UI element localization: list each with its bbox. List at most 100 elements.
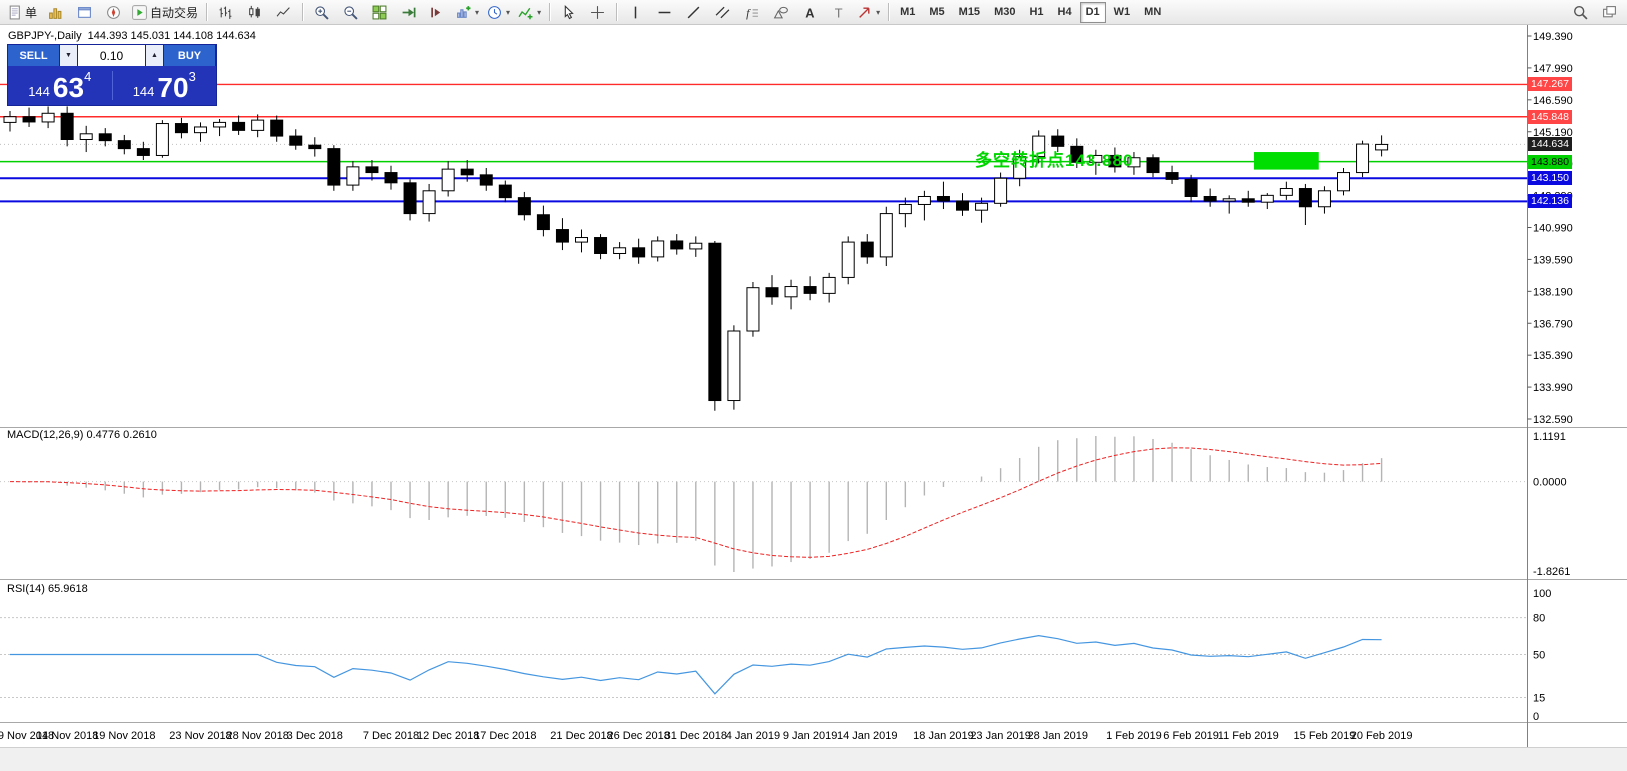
- trend-icon: [686, 5, 701, 20]
- timeframe-m15-button[interactable]: M15: [958, 6, 981, 18]
- svg-text:21 Dec 2018: 21 Dec 2018: [550, 730, 612, 742]
- cursor-button[interactable]: [554, 1, 583, 24]
- rsi-line: [10, 634, 1382, 695]
- volume-increase-button[interactable]: ▲: [146, 45, 164, 66]
- shift-icon: [430, 5, 445, 20]
- svg-text:138.190: 138.190: [1533, 286, 1573, 298]
- new-order-button[interactable]: 单: [3, 1, 41, 24]
- cursor-icon: [561, 4, 576, 20]
- volume-input[interactable]: [78, 45, 146, 66]
- autotrading-button[interactable]: 自动交易: [128, 1, 202, 24]
- fibonacci-tool-button[interactable]: f: [737, 1, 766, 24]
- svg-text:100: 100: [1533, 588, 1551, 600]
- svg-text:T: T: [835, 5, 843, 20]
- buy-button[interactable]: BUY: [164, 45, 216, 66]
- volume-decrease-button[interactable]: ▼: [60, 45, 78, 66]
- search-button[interactable]: [1566, 1, 1595, 24]
- chart-line-button[interactable]: [269, 1, 298, 24]
- timeframe-m30-button[interactable]: M30: [994, 6, 1016, 18]
- chevron-down-icon: ▾: [475, 7, 480, 17]
- timeframe-mn-button[interactable]: MN: [1144, 6, 1162, 18]
- svg-text:140.990: 140.990: [1533, 223, 1573, 235]
- zoom-in-button[interactable]: [307, 1, 336, 24]
- play-icon: [132, 4, 148, 20]
- svg-text:11 Feb 2019: 11 Feb 2019: [1218, 730, 1279, 742]
- data-window-button[interactable]: [70, 1, 99, 24]
- timeframe-w1-button[interactable]: W1: [1113, 6, 1131, 18]
- svg-text:28 Jan 2019: 28 Jan 2019: [1027, 730, 1088, 742]
- buy-price-display[interactable]: 144 70 3: [113, 66, 217, 105]
- sell-price-main: 63: [52, 72, 85, 103]
- svg-text:-1.8261: -1.8261: [1533, 566, 1570, 578]
- svg-text:15 Feb 2019: 15 Feb 2019: [1294, 730, 1356, 742]
- tile-windows-button[interactable]: [365, 1, 394, 24]
- svg-text:142.390: 142.390: [1533, 191, 1573, 203]
- new-order-label: 单: [25, 5, 38, 20]
- svg-text:50: 50: [1533, 650, 1545, 662]
- channel-tool-button[interactable]: [708, 1, 737, 24]
- bars-type-icon: [218, 5, 233, 20]
- svg-text:139.590: 139.590: [1533, 254, 1573, 266]
- svg-text:9 Jan 2019: 9 Jan 2019: [783, 730, 837, 742]
- timeframe-h4-button[interactable]: H4: [1057, 6, 1072, 18]
- zoom-out-button[interactable]: [336, 1, 365, 24]
- timeframe-h1-button[interactable]: H1: [1029, 6, 1044, 18]
- svg-text:80: 80: [1533, 613, 1545, 625]
- horizontal-line-tool-button[interactable]: [650, 1, 679, 24]
- svg-text:23 Nov 2018: 23 Nov 2018: [169, 730, 231, 742]
- svg-text:9 Nov 2018: 9 Nov 2018: [0, 730, 54, 742]
- chevron-down-icon: ▾: [506, 7, 511, 17]
- macd-indicator-label: MACD(12,26,9) 0.4776 0.2610: [7, 429, 157, 441]
- clock-icon: [487, 5, 502, 20]
- svg-text:15: 15: [1533, 693, 1545, 705]
- indicators-icon: [518, 5, 533, 20]
- chart-shift-button[interactable]: [423, 1, 452, 24]
- svg-text:12 Dec 2018: 12 Dec 2018: [417, 730, 479, 742]
- svg-text:20 Feb 2019: 20 Feb 2019: [1351, 730, 1413, 742]
- chart-candles-button[interactable]: [240, 1, 269, 24]
- svg-text:4 Jan 2019: 4 Jan 2019: [726, 730, 780, 742]
- new-chart-button[interactable]: ▾: [452, 1, 483, 24]
- buy-price-main: 70: [157, 72, 189, 103]
- timeframe-d1-button[interactable]: D1: [1079, 1, 1106, 23]
- pivot-annotation-text: 多空转折点143.880: [975, 151, 1134, 170]
- chart-bars-button[interactable]: [211, 1, 240, 24]
- sell-button[interactable]: SELL: [8, 45, 60, 66]
- svg-text:135.390: 135.390: [1533, 350, 1573, 362]
- timeframe-m1-button[interactable]: M1: [900, 6, 916, 18]
- arrows-tool-button[interactable]: ▾: [853, 1, 884, 24]
- order-icon: [7, 5, 22, 20]
- svg-text:1.1191: 1.1191: [1533, 431, 1566, 443]
- navigator-button[interactable]: [99, 1, 128, 24]
- text-tool-button[interactable]: A: [795, 1, 824, 24]
- svg-text:1 Feb 2019: 1 Feb 2019: [1106, 730, 1162, 742]
- auto-scroll-button[interactable]: [394, 1, 423, 24]
- profiles-button[interactable]: ▾: [483, 1, 514, 24]
- vertical-line-tool-button[interactable]: [621, 1, 650, 24]
- new-chart-icon: [456, 5, 471, 20]
- crosshair-icon: [590, 5, 605, 20]
- timeframe-m5-button[interactable]: M5: [929, 6, 945, 18]
- navigator-icon: [106, 5, 121, 20]
- text-a-icon: A: [802, 5, 817, 20]
- crosshair-button[interactable]: [583, 1, 612, 24]
- indicators-menu-button[interactable]: ▾: [514, 1, 545, 24]
- autotrading-label: 自动交易: [150, 5, 199, 20]
- svg-text:17 Dec 2018: 17 Dec 2018: [474, 730, 536, 742]
- macd-signal-line: [9, 447, 1382, 558]
- highlight-rectangle[interactable]: [1253, 152, 1319, 170]
- trendline-tool-button[interactable]: [679, 1, 708, 24]
- zoom-out-icon: [343, 5, 358, 20]
- svg-text:143.790: 143.790: [1533, 159, 1573, 171]
- window-list-button[interactable]: [1595, 1, 1624, 24]
- sell-price-display[interactable]: 144 63 4: [8, 66, 112, 105]
- rsi-indicator-label: RSI(14) 65.9618: [7, 583, 88, 595]
- shapes-tool-button[interactable]: [766, 1, 795, 24]
- svg-text:145.190: 145.190: [1533, 127, 1573, 139]
- svg-text:26 Dec 2018: 26 Dec 2018: [607, 730, 669, 742]
- toolbar-separator: [549, 3, 551, 21]
- label-tool-button[interactable]: T: [824, 1, 853, 24]
- market-watch-button[interactable]: [41, 1, 70, 24]
